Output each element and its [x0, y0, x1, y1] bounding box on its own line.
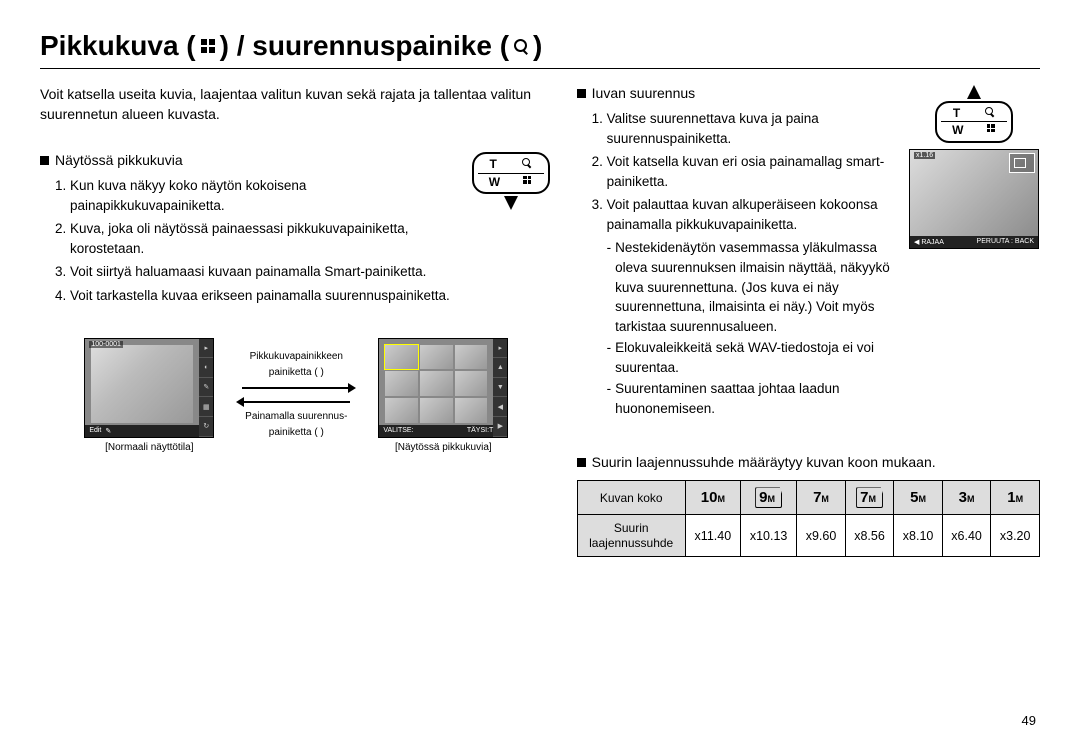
thumbnail-icon	[522, 175, 532, 185]
bullet-icon	[40, 156, 49, 165]
arrow-label-right-1: Pikkukuvapainikkeen	[250, 351, 343, 363]
intro-text: Voit katsella useita kuvia, laajentaa va…	[40, 85, 553, 124]
left-step-3: Voit siirtyä haluamaasi kuvaan painamall…	[70, 262, 459, 282]
right-column: Iuvan suurennus Valitse suurennettava ku…	[577, 85, 1040, 557]
bullet-icon	[577, 458, 586, 467]
preview-edit-label: Edit	[89, 427, 101, 434]
right-step-3: Voit palauttaa kuvan alkuperäiseen kokoo…	[607, 195, 896, 234]
thumbnail-icon	[200, 38, 216, 54]
td-v1: x10.13	[740, 515, 796, 557]
left-step-1: Kun kuva näkyy koko näytön kokoisena pai…	[70, 176, 459, 215]
th-size: Kuvan koko	[577, 481, 685, 515]
td-v2: x9.60	[797, 515, 846, 557]
rocker-w: W	[489, 175, 500, 189]
td-v6: x3.20	[991, 515, 1040, 557]
th-1m: 1M	[991, 481, 1040, 515]
th-10m: 10M	[685, 481, 740, 515]
th-7m-2: 7M	[845, 481, 894, 515]
arrow-left-icon	[236, 397, 356, 407]
rocker-w: W	[952, 123, 963, 137]
arrow-label-left-1: Painamalla suurennus-	[245, 411, 347, 423]
preview-sidebar-icons: ▸▲▼◀▶	[493, 339, 507, 437]
right-heading-1-text: Iuvan suurennus	[592, 85, 696, 101]
zoom-ratio-label: x1.16	[914, 152, 935, 159]
zoom-minimap	[1009, 153, 1035, 173]
right-note-3: Suurentaminen saattaa johtaa laadun huon…	[615, 379, 896, 418]
preview-normal: 100-0001 ▸◐✎▦↻ Edit✎	[84, 338, 214, 438]
magnifier-icon	[521, 157, 532, 168]
th-3m: 3M	[942, 481, 991, 515]
rocker-t: T	[490, 157, 497, 171]
th-5m: 5M	[894, 481, 943, 515]
right-heading-2: Suurin laajennussuhde määräytyy kuvan ko…	[577, 454, 1040, 470]
crop-label: RAJAA	[921, 239, 944, 246]
preview-file-label: 100-0001	[89, 341, 123, 348]
arrow-label-left-2: painiketta ( )	[269, 427, 324, 439]
right-note-2: Elokuvaleikkeitä sekä WAV-tiedostoja ei …	[615, 338, 896, 377]
arrow-up-icon	[967, 85, 981, 99]
left-heading-text: Näytössä pikkukuvia	[55, 152, 183, 168]
magnifier-icon	[513, 38, 529, 54]
th-7m-1: 7M	[797, 481, 846, 515]
cancel-label: PERUUTA : BACK	[977, 238, 1034, 245]
zoom-rocker-left[interactable]: T W	[469, 152, 553, 210]
preview-sidebar-icons: ▸◐✎▦↻	[199, 339, 213, 437]
title-part3: )	[533, 30, 542, 62]
preview-zoomed: x1.16 ◀ RAJAA PERUUTA : BACK	[909, 149, 1039, 249]
arrow-right-icon	[236, 383, 356, 393]
thumbnail-grid	[385, 345, 487, 423]
preview-thumbs-wrap: ▸▲▼◀▶ VALITSE: TÄYSI:T [Näytössä pikkuku…	[378, 338, 508, 453]
td-v5: x6.40	[942, 515, 991, 557]
bullet-icon	[577, 89, 586, 98]
zoom-ratio-table: Kuvan koko 10M 9M 7M 7M 5M 3M 1M Suurin …	[577, 480, 1040, 557]
right-heading-1: Iuvan suurennus	[577, 85, 896, 101]
th-9m: 9M	[740, 481, 796, 515]
rocker-t: T	[953, 106, 960, 120]
caption-thumbs: [Näytössä pikkukuvia]	[378, 442, 508, 453]
td-ratio-head: Suurin laajennussuhde	[577, 515, 685, 557]
diagram-row: 100-0001 ▸◐✎▦↻ Edit✎ [Normaali näyttötil…	[40, 338, 553, 453]
left-column: Voit katsella useita kuvia, laajentaa va…	[40, 85, 553, 557]
arrow-down-icon	[504, 196, 518, 210]
thumb-full-label: TÄYSI:T	[467, 427, 493, 434]
zoom-rocker-right[interactable]: T W	[932, 85, 1016, 143]
right-heading-2-text: Suurin laajennussuhde määräytyy kuvan ko…	[592, 454, 936, 470]
thumbnail-icon	[986, 123, 996, 133]
right-note-1: Nestekidenäytön vasemmassa yläkulmassa o…	[615, 238, 896, 336]
right-step-2: Voit katsella kuvan eri osia painamallag…	[607, 152, 896, 191]
td-v0: x11.40	[685, 515, 740, 557]
preview-normal-wrap: 100-0001 ▸◐✎▦↻ Edit✎ [Normaali näyttötil…	[84, 338, 214, 453]
caption-normal: [Normaali näyttötila]	[84, 442, 214, 453]
magnifier-icon	[984, 106, 995, 117]
left-step-2: Kuva, joka oli näytössä painaessasi pikk…	[70, 219, 459, 258]
right-step-1: Valitse suurennettava kuva ja paina suur…	[607, 109, 896, 148]
page-title: Pikkukuva ( ) / suurennuspainike ( )	[40, 30, 1040, 69]
left-heading: Näytössä pikkukuvia	[40, 152, 459, 168]
arrow-label-right-2: painiketta ( )	[269, 367, 324, 379]
td-v3: x8.56	[845, 515, 894, 557]
left-step-4: Voit tarkastella kuvaa erikseen painamal…	[70, 286, 553, 306]
thumb-select-label: VALITSE:	[383, 427, 413, 434]
title-part1: Pikkukuva (	[40, 30, 196, 62]
preview-thumbnails: ▸▲▼◀▶ VALITSE: TÄYSI:T	[378, 338, 508, 438]
td-v4: x8.10	[894, 515, 943, 557]
title-part2: ) / suurennuspainike (	[220, 30, 509, 62]
page-number: 49	[1022, 713, 1036, 728]
